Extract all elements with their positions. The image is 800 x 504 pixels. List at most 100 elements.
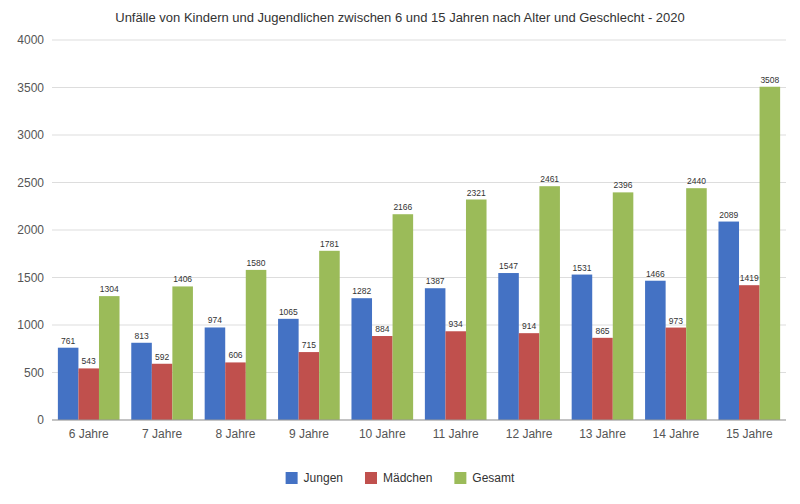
data-label: 2461: [540, 174, 559, 184]
legend-swatch: [365, 472, 377, 484]
data-label: 1387: [426, 276, 445, 286]
grid-line: [52, 420, 786, 421]
data-label: 1466: [646, 269, 665, 279]
data-label: 1406: [173, 274, 192, 284]
bar: [131, 343, 152, 420]
y-tick-label: 0: [37, 413, 44, 427]
data-label: 2166: [393, 202, 412, 212]
bar: [152, 364, 173, 420]
bars: [58, 87, 780, 420]
data-label: 2089: [719, 210, 738, 220]
grid: [52, 40, 786, 420]
legend-label: Jungen: [304, 471, 343, 485]
data-label: 2321: [467, 188, 486, 198]
data-label: 1781: [320, 239, 339, 249]
bar: [425, 288, 446, 420]
bar: [299, 352, 320, 420]
bar: [498, 273, 519, 420]
data-label: 3508: [760, 75, 779, 85]
data-label: 1580: [247, 258, 266, 268]
legend-item: Gesamt: [454, 471, 515, 485]
data-label: 884: [375, 324, 389, 334]
legend-label: Mädchen: [383, 471, 432, 485]
y-tick-label: 3500: [17, 81, 44, 95]
data-label: 973: [669, 316, 683, 326]
bar: [58, 348, 79, 420]
bar: [686, 188, 707, 420]
legend-swatch: [286, 472, 298, 484]
data-label: 865: [595, 326, 609, 336]
bar: [225, 362, 246, 420]
chart-container: Unfälle von Kindern und Jugendlichen zwi…: [0, 0, 800, 504]
x-axis-line: [52, 420, 786, 421]
bar: [613, 192, 634, 420]
data-label: 606: [228, 350, 242, 360]
data-label: 1304: [100, 284, 119, 294]
data-label: 813: [134, 331, 148, 341]
legend-item: Mädchen: [365, 471, 432, 485]
bar: [519, 333, 540, 420]
bar: [172, 286, 193, 420]
bar: [205, 327, 226, 420]
x-tick-label: 8 Jahre: [215, 427, 255, 441]
x-tick-label: 6 Jahre: [69, 427, 109, 441]
legend-label: Gesamt: [472, 471, 515, 485]
y-tick-label: 500: [24, 366, 44, 380]
chart-svg: Unfälle von Kindern und Jugendlichen zwi…: [0, 0, 800, 504]
legend: Jungen Mädchen Gesamt: [286, 471, 515, 485]
grid-line: [52, 230, 786, 231]
data-label: 1282: [352, 286, 371, 296]
data-label: 1547: [499, 261, 518, 271]
y-tick-label: 2500: [17, 176, 44, 190]
data-label: 1531: [572, 263, 591, 273]
legend-item: Jungen: [286, 471, 343, 485]
bar: [645, 281, 666, 420]
bar: [760, 87, 781, 420]
data-label: 592: [155, 352, 169, 362]
data-label: 974: [208, 315, 222, 325]
bar: [78, 368, 99, 420]
bar: [278, 319, 299, 420]
bar: [539, 186, 560, 420]
x-tick-label: 10 Jahre: [359, 427, 406, 441]
bar: [246, 270, 267, 420]
x-tick-label: 14 Jahre: [653, 427, 700, 441]
grid-line: [52, 87, 786, 88]
grid-line: [52, 182, 786, 183]
data-label: 914: [522, 321, 536, 331]
grid-line: [52, 40, 786, 41]
bar: [393, 214, 414, 420]
data-label: 543: [82, 356, 96, 366]
data-label: 1419: [740, 273, 759, 283]
x-tick-label: 12 Jahre: [506, 427, 553, 441]
data-labels: 7618139741065128213871547153114662089543…: [61, 75, 780, 367]
bar: [572, 275, 593, 420]
x-tick-label: 7 Jahre: [142, 427, 182, 441]
bar: [466, 200, 487, 420]
x-tick-label: 11 Jahre: [433, 427, 479, 441]
y-tick-label: 2000: [17, 223, 44, 237]
bar: [372, 336, 393, 420]
bar: [99, 296, 120, 420]
data-label: 761: [61, 336, 75, 346]
bar: [319, 251, 340, 420]
legend-swatch: [454, 472, 466, 484]
y-tick-label: 3000: [17, 128, 44, 142]
y-tick-label: 1000: [17, 318, 44, 332]
x-tick-label: 15 Jahre: [726, 427, 773, 441]
data-label: 2396: [614, 180, 633, 190]
grid-line: [52, 135, 786, 136]
bar: [718, 222, 739, 420]
y-tick-label: 1500: [17, 271, 44, 285]
data-label: 934: [449, 319, 463, 329]
bar: [351, 298, 372, 420]
title: Unfälle von Kindern und Jugendlichen zwi…: [115, 10, 685, 25]
y-tick-label: 4000: [17, 33, 44, 47]
bar: [739, 285, 760, 420]
data-label: 715: [302, 340, 316, 350]
bar: [666, 328, 687, 420]
x-tick-label: 9 Jahre: [289, 427, 329, 441]
data-label: 2440: [687, 176, 706, 186]
bar: [592, 338, 613, 420]
x-tick-label: 13 Jahre: [579, 427, 626, 441]
